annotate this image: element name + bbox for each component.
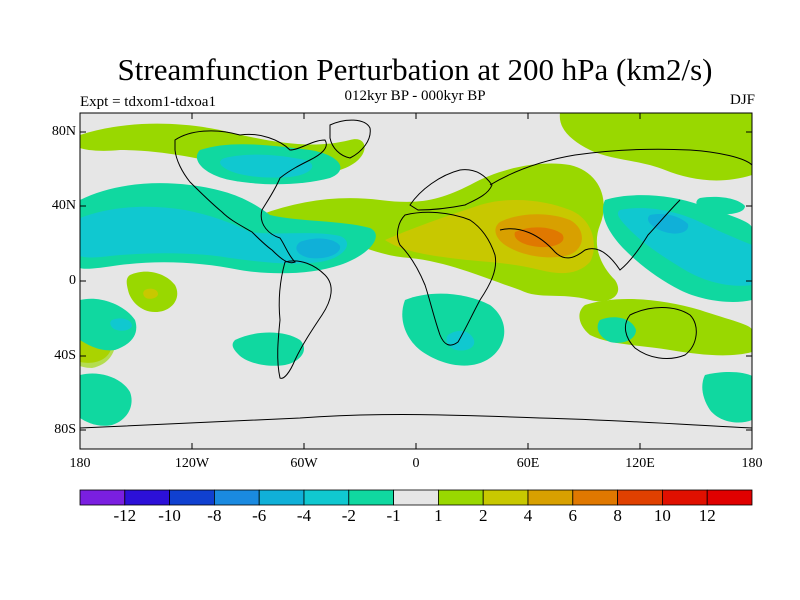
coastlines [80,119,752,429]
africa-coastline [397,211,497,346]
lat-ticks [80,131,752,431]
negative-anomaly-west-pacific-level2 [617,208,752,286]
negative-anomaly-south-america [232,332,305,366]
colorbar-box [79,489,126,506]
anomaly-shading [80,113,752,426]
lat-label-0: 0 [69,273,76,288]
positive-anomaly-iran-level6 [514,227,564,248]
negative-anomaly-southern-ocean-west [80,373,132,426]
lon-label-180-east: 180 [741,456,763,471]
negative-anomaly-south-pacific-small [110,318,132,331]
colorbar-label: 4 [523,506,533,525]
negative-anomaly-indian-ocean [597,317,636,343]
negative-anomaly-pacific-level2 [80,206,348,264]
north-america-coastline [174,130,327,264]
south-america-coastline [277,260,332,379]
colorbar-box [169,489,215,506]
colorbar-label: -12 [113,506,137,525]
colorbar-box [662,489,708,506]
period-label: 012kyr BP - 000kyr BP [344,88,486,104]
colorbar-label: 12 [698,506,716,525]
lon-label-60e: 60E [516,456,540,471]
negative-anomaly-west-pacific-level4 [647,214,689,234]
colorbar-box [258,489,305,506]
greenland-coastline [329,119,371,159]
lon-label-60w: 60W [290,456,318,471]
lon-label-180-west: 180 [69,456,91,471]
lon-ticks [191,113,641,449]
colorbar-label: -4 [296,506,312,525]
lat-label-80n: 80N [51,124,76,139]
season-label: DJF [729,92,755,108]
negative-anomaly-southern-ocean-east [702,372,752,423]
colorbar-label: 1 [434,506,443,525]
positive-anomaly-arctic-east [559,113,752,181]
colorbar-label: 8 [613,506,622,525]
negative-anomaly-south-atlantic-level2 [446,330,475,351]
negative-anomaly-northeast-pacific [696,196,745,215]
colorbar-box [482,489,529,506]
colorbar [79,489,753,506]
colorbar-label: -8 [207,506,222,525]
colorbar-box [527,489,574,506]
negative-anomaly-pacific-level4 [296,238,341,259]
lat-label-40n: 40N [51,198,76,213]
negative-anomaly-south-atlantic [402,293,505,366]
colorbar-label: 2 [478,506,488,525]
colorbar-box [617,489,663,506]
colorbar-box [572,489,618,506]
chart-title: Streamfunction Perturbation at 200 hPa (… [117,52,713,87]
colorbar-box [213,489,260,506]
colorbar-label: -1 [386,506,401,525]
negative-anomaly-south-pacific [80,298,137,351]
colorbar-box [393,489,439,506]
colorbar-box [124,489,171,506]
positive-anomaly-central-pacific-level2 [143,288,158,299]
colorbar-label: -6 [252,506,267,525]
colorbar-label: 10 [653,506,671,525]
colorbar-box [437,489,484,506]
lon-label-0: 0 [412,456,420,471]
colorbar-label: -2 [341,506,356,525]
antarctica-coastline [80,414,752,429]
colorbar-box [706,489,753,506]
europe-coastline [409,169,493,211]
lon-label-120w: 120W [174,456,210,471]
colorbar-box [303,489,350,506]
map-background [80,113,752,449]
australia-coastline [624,307,697,359]
lat-label-80s: 80S [54,422,76,437]
colorbar-box [348,489,394,506]
lon-label-120e: 120E [625,456,655,471]
lat-label-40s: 40S [54,348,76,363]
experiment-label: Expt = tdxom1-tdxoa1 [80,94,216,110]
colorbar-label: 6 [568,506,578,525]
asia-coastline [489,148,752,271]
colorbar-label: -10 [158,506,181,525]
